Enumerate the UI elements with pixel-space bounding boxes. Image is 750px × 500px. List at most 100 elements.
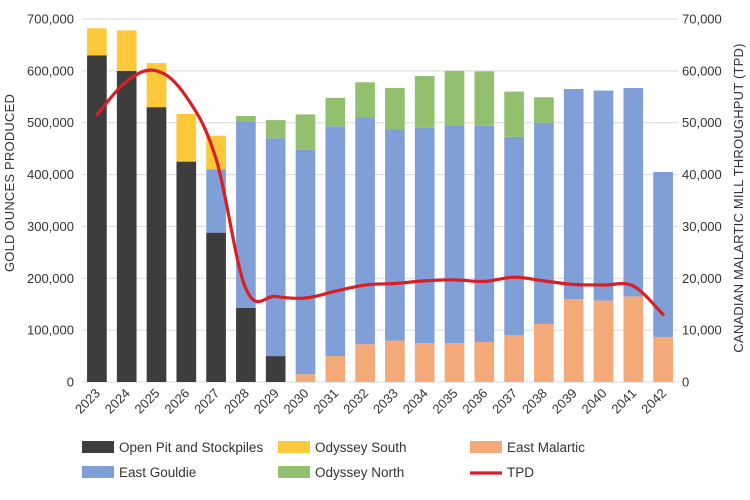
- bar-east-gouldie-2028: [236, 121, 256, 308]
- y-tick-label: 200,000: [27, 271, 74, 286]
- y-axis-title: GOLD OUNCES PRODUCED: [2, 94, 17, 272]
- legend-swatch-east-gouldie: [82, 466, 114, 478]
- x-tick-label-2038: 2038: [519, 386, 550, 417]
- bar-east-gouldie-2040: [593, 90, 614, 301]
- legend-swatch-odyssey-north: [278, 466, 310, 478]
- bar-east-malartic-2031: [325, 356, 346, 382]
- tpd-line-layer: [95, 68, 665, 317]
- bar-east-gouldie-2036: [474, 125, 495, 343]
- y-tick-label: 300,000: [27, 219, 74, 234]
- y-tick-label: 500,000: [27, 115, 74, 130]
- bar-odyssey-north-2036: [474, 71, 495, 126]
- y2-tick-label: 20,000: [682, 271, 722, 286]
- bar-east-malartic-2042: [653, 336, 673, 382]
- x-tick-label-2041: 2041: [608, 386, 639, 417]
- bar-east-gouldie-2034: [414, 127, 435, 344]
- right-axis-ticks: 0 10,000 20,000 30,000 40,000 50,000 60,000 70,…: [682, 12, 722, 390]
- y-tick-label: 100,000: [27, 323, 74, 338]
- legend-label-open-pit-and-stockpiles: Open Pit and Stockpiles: [119, 440, 263, 455]
- x-tick-label-2030: 2030: [281, 386, 312, 417]
- gridlines: [82, 18, 678, 383]
- x-tick-label-2040: 2040: [579, 386, 610, 417]
- y2-tick-label: 30,000: [682, 219, 722, 234]
- bar-east-gouldie-2042: [653, 171, 673, 337]
- x-tick-label-2023: 2023: [72, 386, 103, 417]
- bar-east-gouldie-2038: [534, 122, 554, 324]
- legend: Open Pit and Stockpiles Odyssey South East…: [82, 440, 585, 480]
- legend-swatch-open-pit-and-stockpiles: [82, 441, 114, 453]
- y-tick-label: 0: [67, 375, 74, 390]
- x-tick-label-2031: 2031: [310, 386, 341, 417]
- bar-odyssey-north-2028: [236, 115, 256, 122]
- bar-odyssey-north-2038: [534, 97, 554, 123]
- left-axis-ticks: 0 100,000 200,000 300,000 400,000 500,000 600,…: [27, 12, 74, 390]
- legend-label-odyssey-south: Odyssey South: [315, 440, 407, 455]
- bar-east-malartic-2032: [355, 344, 375, 382]
- legend-swatch-east-malartic: [470, 441, 502, 453]
- y2-axis-title: CANADIAN MALARTIC MILL THROUGHPUT (TPD): [731, 43, 746, 352]
- y2-tick-label: 10,000: [682, 323, 722, 338]
- x-tick-label-2026: 2026: [161, 386, 192, 417]
- bar-odyssey-south-2024: [116, 30, 137, 71]
- y2-tick-label: 50,000: [682, 115, 722, 130]
- bar-east-gouldie-2027: [206, 169, 226, 233]
- x-tick-label-2027: 2027: [191, 386, 222, 417]
- y2-tick-label: 40,000: [682, 167, 722, 182]
- x-tick-label-2036: 2036: [459, 386, 490, 417]
- y-tick-label: 400,000: [27, 167, 74, 182]
- bar-east-gouldie-2033: [385, 129, 405, 341]
- bar-east-malartic-2038: [534, 323, 554, 382]
- x-tick-label-2042: 2042: [638, 386, 669, 417]
- bar-odyssey-south-2026: [176, 113, 197, 162]
- bar-east-gouldie-2032: [355, 117, 375, 345]
- bar-east-gouldie-2039: [563, 89, 584, 300]
- y2-tick-label: 70,000: [682, 12, 722, 27]
- x-tick-label-2035: 2035: [430, 386, 461, 417]
- bar-odyssey-north-2035: [444, 70, 465, 126]
- x-tick-label-2025: 2025: [132, 386, 163, 417]
- bar-east-gouldie-2037: [504, 136, 524, 336]
- bar-east-gouldie-2030: [295, 149, 316, 375]
- x-tick-label-2037: 2037: [489, 386, 520, 417]
- bar-east-gouldie-2029: [265, 138, 286, 357]
- legend-label-east-malartic: East Malartic: [507, 440, 585, 455]
- x-axis-ticks: 2023202420252026202720282029203020312032…: [72, 386, 669, 417]
- bar-open-pit-and-stockpiles-2025: [146, 107, 167, 383]
- bar-east-malartic-2040: [593, 300, 614, 382]
- bar-open-pit-and-stockpiles-2027: [206, 232, 226, 382]
- legend-label-odyssey-north: Odyssey North: [315, 465, 404, 480]
- y-tick-label: 600,000: [27, 63, 74, 78]
- bar-east-malartic-2035: [444, 343, 465, 382]
- legend-label-tpd: TPD: [507, 465, 534, 480]
- bar-odyssey-north-2033: [385, 87, 405, 130]
- bar-odyssey-north-2032: [355, 82, 375, 118]
- tpd-line: [95, 68, 665, 317]
- x-tick-label-2024: 2024: [102, 386, 133, 417]
- bar-east-malartic-2037: [504, 335, 524, 382]
- bar-east-gouldie-2041: [623, 87, 644, 297]
- legend-swatch-odyssey-south: [278, 441, 310, 453]
- bar-east-malartic-2033: [385, 340, 405, 382]
- bar-open-pit-and-stockpiles-2026: [176, 161, 197, 382]
- bar-east-gouldie-2031: [325, 126, 346, 357]
- x-tick-label-2029: 2029: [251, 386, 282, 417]
- bar-east-malartic-2030: [295, 374, 316, 382]
- bar-odyssey-north-2034: [414, 76, 435, 128]
- bar-east-gouldie-2035: [444, 125, 465, 344]
- bar-open-pit-and-stockpiles-2029: [265, 356, 286, 382]
- bar-open-pit-and-stockpiles-2028: [236, 307, 256, 382]
- bar-odyssey-south-2023: [87, 28, 107, 56]
- bar-odyssey-north-2031: [325, 97, 346, 127]
- bar-open-pit-and-stockpiles-2024: [116, 70, 137, 382]
- bar-odyssey-north-2029: [265, 120, 286, 139]
- x-tick-label-2032: 2032: [340, 386, 371, 417]
- bar-east-malartic-2036: [474, 342, 495, 382]
- bar-odyssey-north-2037: [504, 91, 524, 137]
- y-tick-label: 700,000: [27, 12, 74, 27]
- legend-label-east-gouldie: East Gouldie: [119, 465, 196, 480]
- bar-east-malartic-2039: [563, 299, 584, 382]
- y2-tick-label: 0: [682, 375, 689, 390]
- x-tick-label-2033: 2033: [370, 386, 401, 417]
- x-tick-label-2034: 2034: [400, 386, 431, 417]
